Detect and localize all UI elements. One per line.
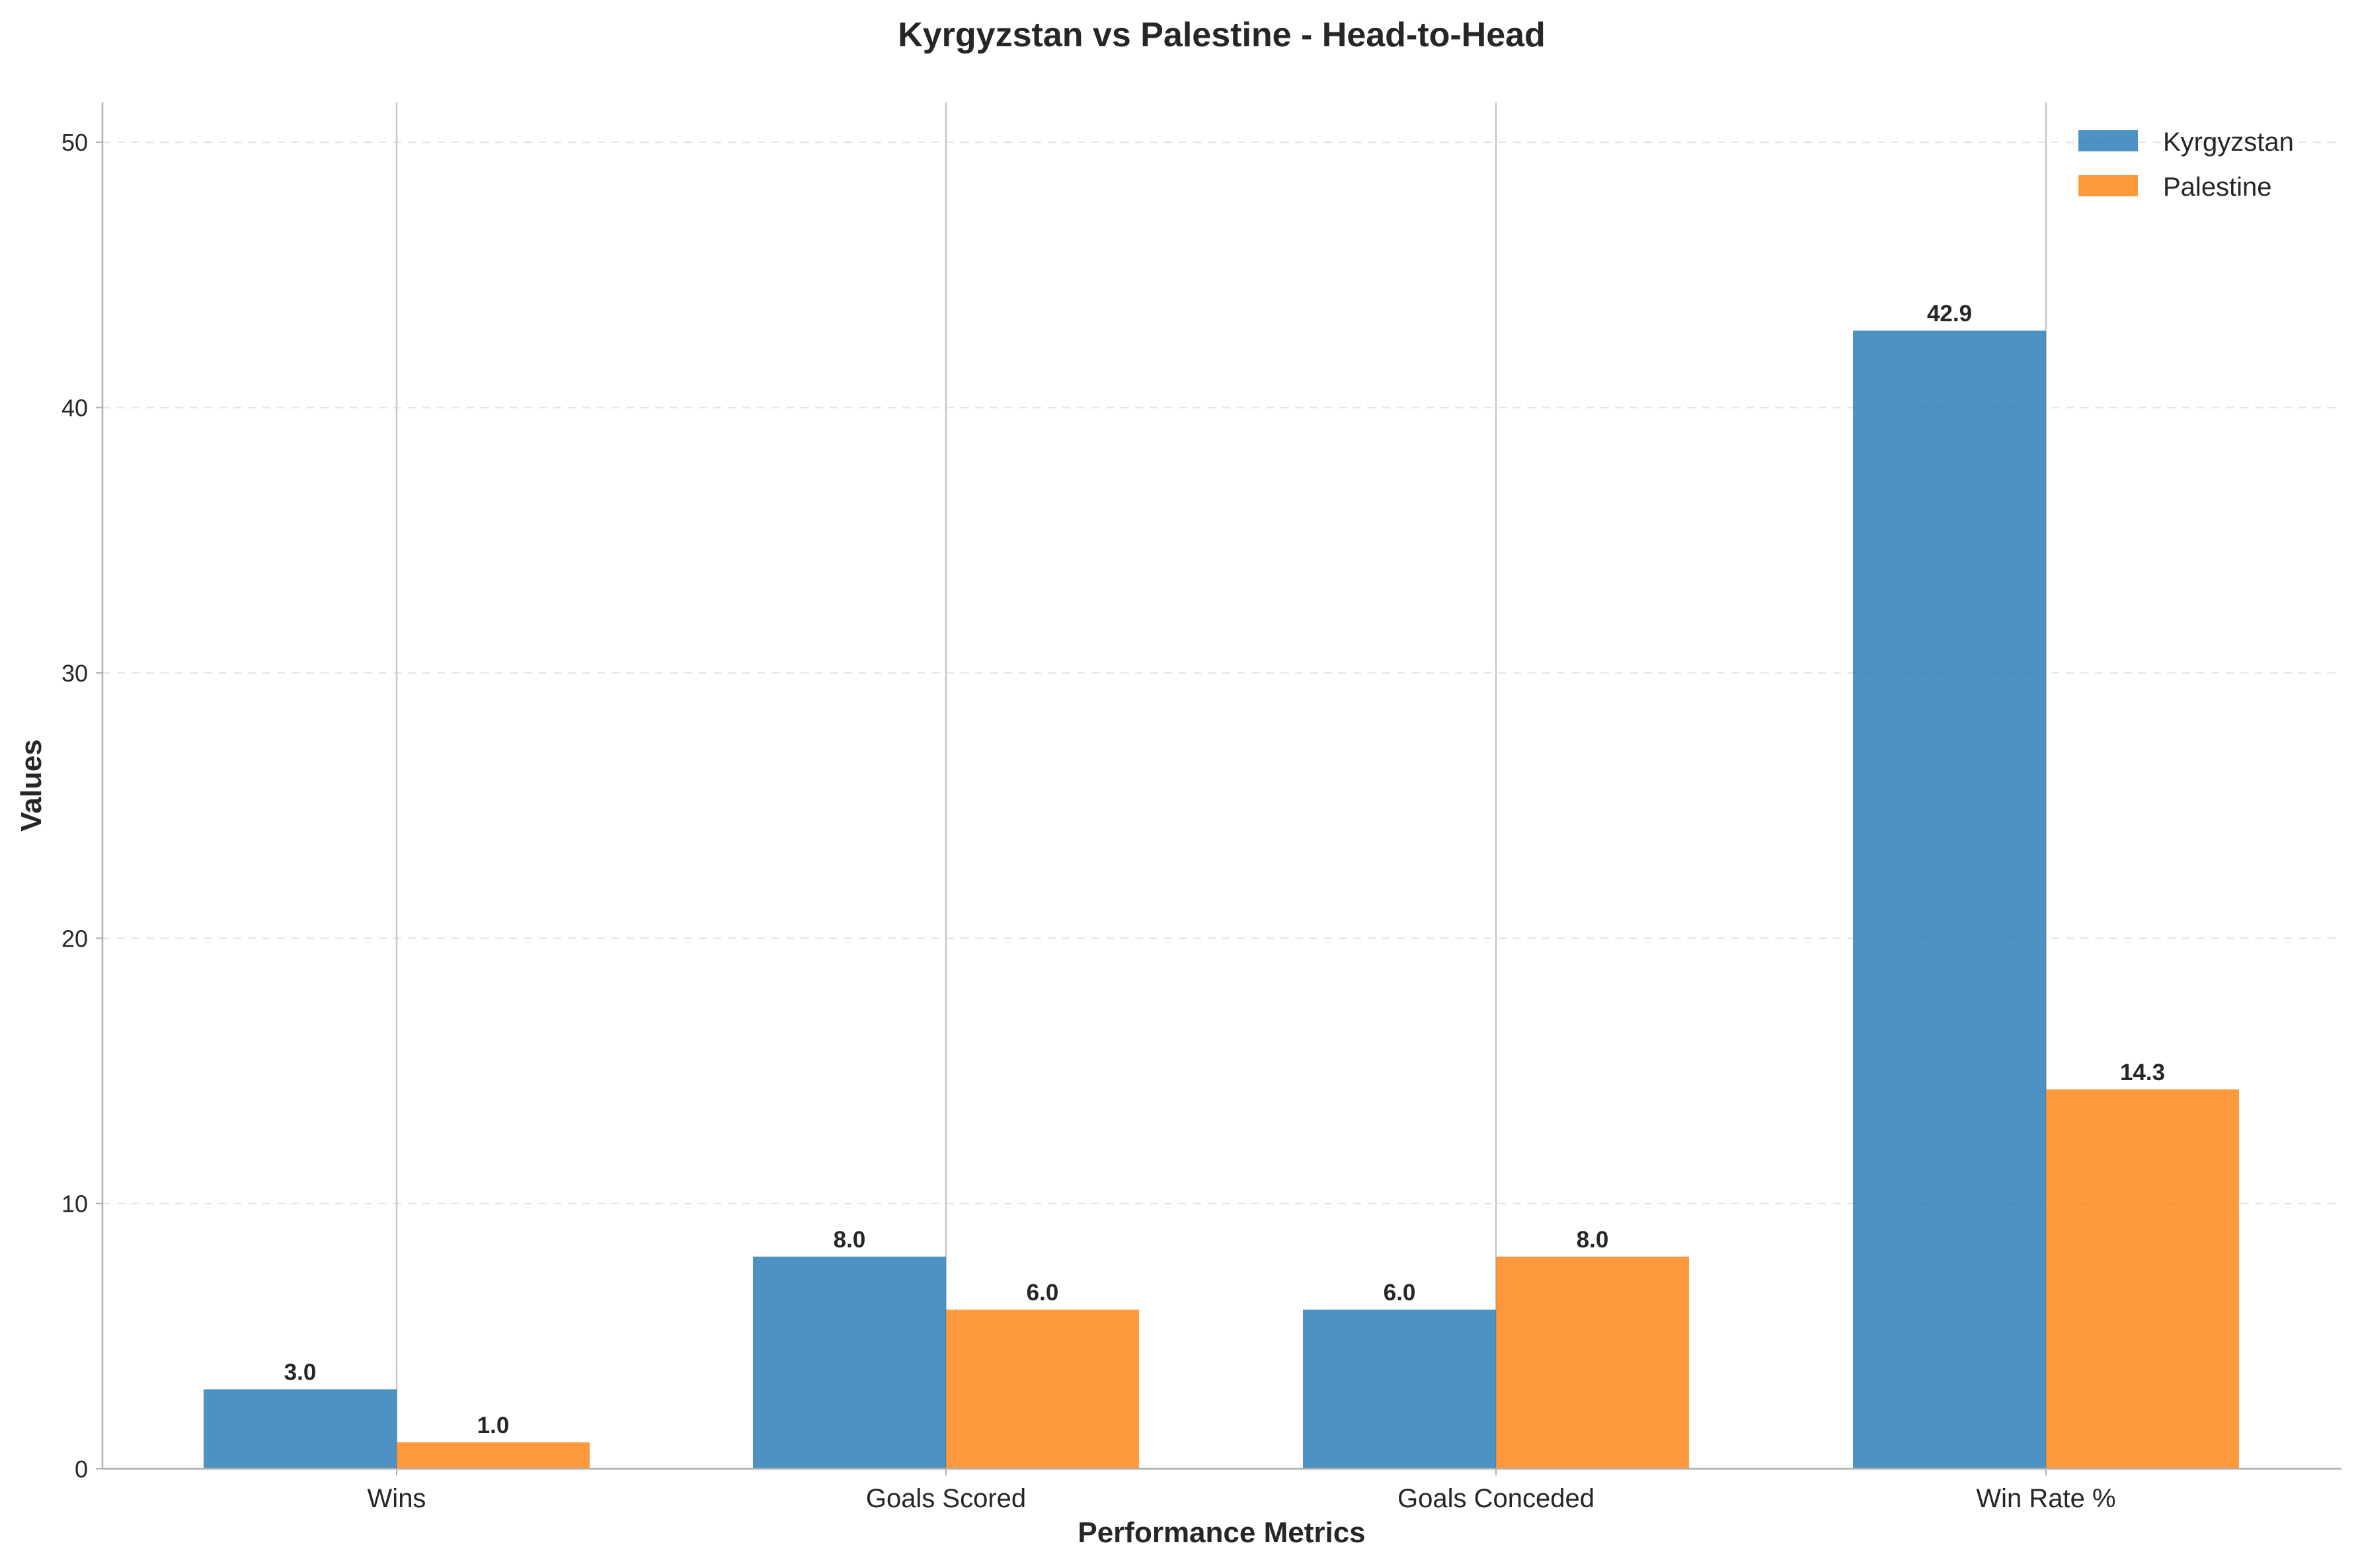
bar-palestine (1496, 1256, 1689, 1469)
bar-palestine (2046, 1089, 2239, 1469)
y-tick-label: 50 (61, 129, 88, 156)
data-label-kyrgyzstan: 42.9 (1927, 301, 1972, 327)
x-axis-label: Performance Metrics (1078, 1516, 1365, 1549)
y-tick-label: 40 (61, 395, 88, 422)
bar-palestine (397, 1442, 590, 1469)
data-label-kyrgyzstan: 6.0 (1384, 1280, 1416, 1306)
x-tick-label: Wins (368, 1484, 426, 1513)
bar-palestine (946, 1310, 1139, 1469)
data-label-kyrgyzstan: 8.0 (834, 1227, 866, 1253)
data-labels: 3.0 8.0 6.0 42.9 1.0 6.0 8.0 14.3 (284, 301, 2165, 1438)
y-tick-label: 0 (75, 1456, 88, 1483)
data-label-palestine: 6.0 (1027, 1280, 1059, 1306)
x-tick-label: Goals Scored (866, 1484, 1026, 1513)
data-label-palestine: 8.0 (1577, 1227, 1609, 1253)
y-tick-label: 20 (61, 925, 88, 952)
legend-swatch-kyrgyzstan (2078, 130, 2138, 151)
data-label-kyrgyzstan: 3.0 (284, 1360, 317, 1386)
x-axis-ticks: Wins Goals Scored Goals Conceded Win Rate % (368, 1469, 2116, 1513)
legend-label-palestine: Palestine (2163, 173, 2272, 202)
y-tick-label: 10 (61, 1191, 88, 1218)
bar-kyrgyzstan (1303, 1310, 1496, 1469)
x-tick-label: Win Rate % (1976, 1484, 2115, 1513)
legend: Kyrgyzstan Palestine (2078, 128, 2294, 202)
y-tick-label: 30 (61, 660, 88, 687)
bar-kyrgyzstan (753, 1256, 946, 1469)
bar-kyrgyzstan (1853, 331, 2046, 1469)
data-label-palestine: 14.3 (2120, 1060, 2165, 1085)
data-label-palestine: 1.0 (477, 1413, 510, 1438)
legend-swatch-palestine (2078, 175, 2138, 196)
chart-title: Kyrgyzstan vs Palestine - Head-to-Head (898, 16, 1546, 54)
y-axis-label: Values (15, 739, 48, 831)
x-tick-label: Goals Conceded (1397, 1484, 1594, 1513)
legend-label-kyrgyzstan: Kyrgyzstan (2163, 128, 2294, 157)
y-axis-ticks: 0 10 20 30 40 50 (61, 129, 102, 1483)
bar-kyrgyzstan (204, 1389, 397, 1469)
bars (204, 331, 2239, 1469)
